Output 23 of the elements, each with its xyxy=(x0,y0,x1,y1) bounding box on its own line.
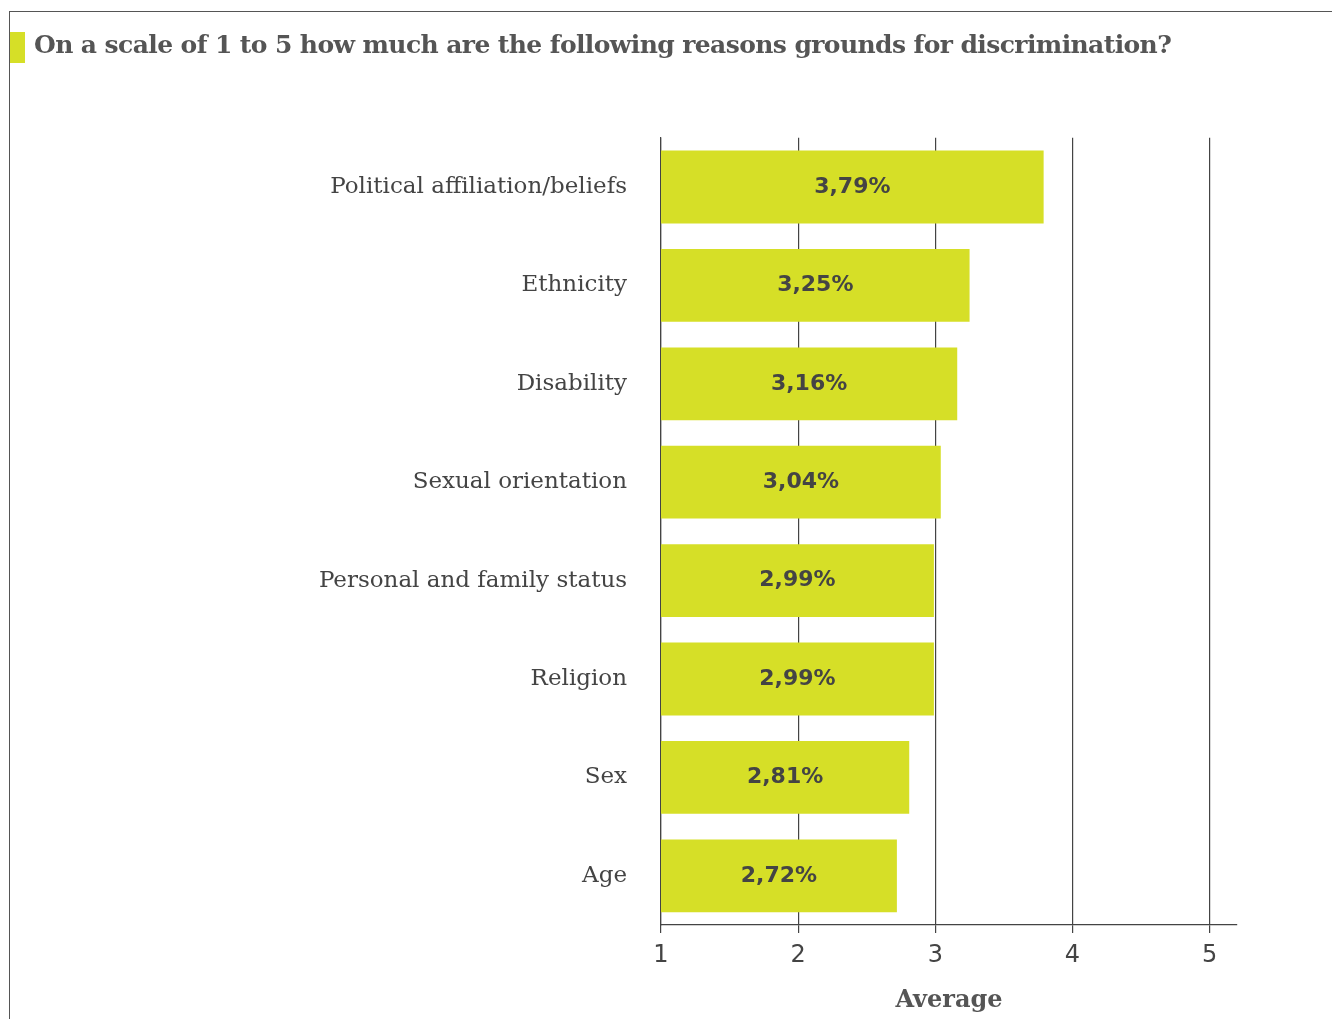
x-tick-label: 2 xyxy=(790,939,806,968)
x-axis-title: Average xyxy=(894,983,1003,1013)
y-tick-label: Sexual orientation xyxy=(412,467,628,494)
x-tick-label: 3 xyxy=(927,939,943,968)
y-tick-label: Political affiliation/beliefs xyxy=(330,171,627,198)
data-label: 2,72% xyxy=(740,861,818,887)
y-tick-label: Ethnicity xyxy=(521,270,627,297)
x-tick-label: 5 xyxy=(1201,939,1218,968)
y-tick-label: Sex xyxy=(584,762,628,789)
y-tick-label: Personal and family status xyxy=(318,565,627,592)
data-label: 3,79% xyxy=(814,172,891,198)
data-label: 3,25% xyxy=(777,271,854,297)
data-label: 3,16% xyxy=(770,369,848,395)
x-tick-label: 4 xyxy=(1064,939,1081,968)
x-tick-label: 1 xyxy=(653,939,669,968)
y-tick-label: Religion xyxy=(530,663,628,690)
chart-title: On a scale of 1 to 5 how much are the following reasons grounds for discrimination? xyxy=(34,30,1172,59)
y-tick-label: Age xyxy=(581,860,627,887)
data-label: 2,99% xyxy=(759,566,836,592)
data-label: 3,04% xyxy=(762,467,840,493)
y-tick-label: Disability xyxy=(516,368,627,395)
data-label: 2,99% xyxy=(759,664,836,690)
data-label: 2,81% xyxy=(746,763,824,789)
